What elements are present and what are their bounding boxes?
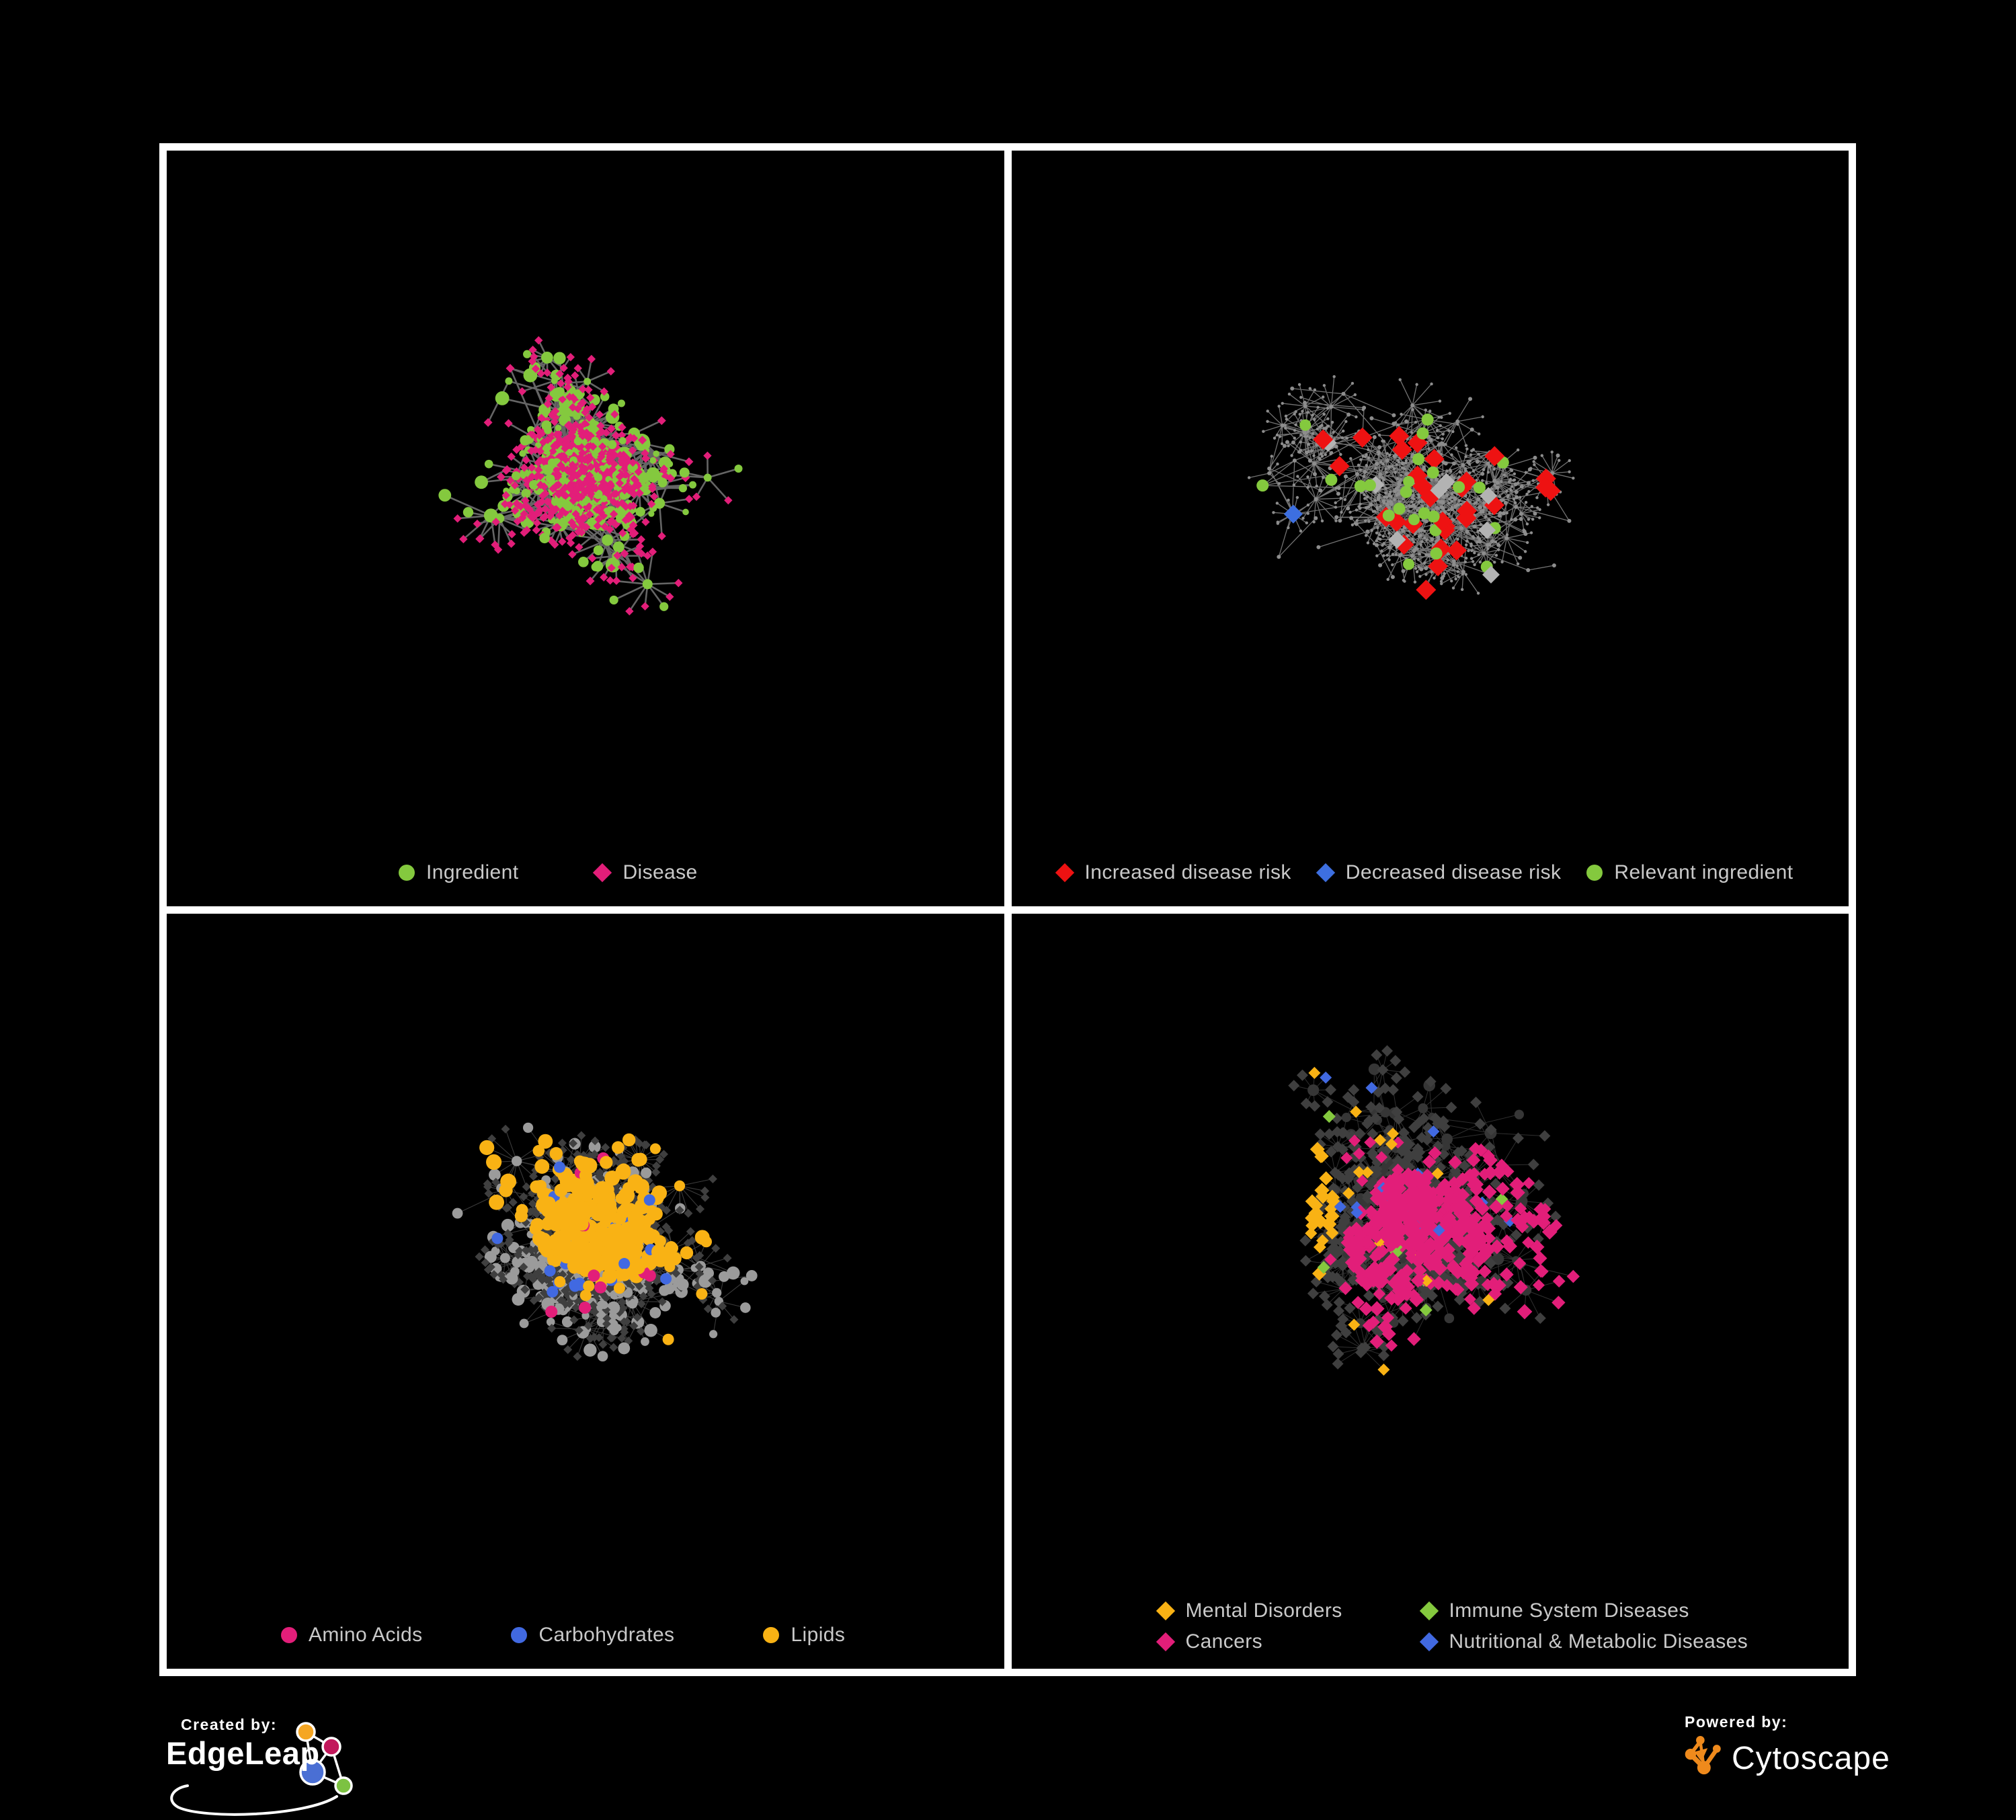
amino-acids-circle-icon <box>281 1627 297 1643</box>
edgeleap-brand-name: EdgeLeap <box>166 1735 320 1771</box>
legend-item-lipids: Lipids <box>763 1623 845 1647</box>
nutritional-metabolic-diseases-diamond-icon <box>1419 1632 1439 1652</box>
network-ingredients-diseases <box>438 336 743 616</box>
legend-item-cancers: Cancers <box>1156 1630 1420 1654</box>
legend-item-relevant-ingredient: Relevant ingredient <box>1586 861 1793 885</box>
panel-disease-classes: Mental Disorders Immune System Diseases … <box>1011 913 1849 1669</box>
panel-ingredients-diseases: Ingredient Disease <box>167 151 1004 906</box>
network-ingredient-classes <box>452 1122 758 1361</box>
legend-ingredient-classes: Amino Acids Carbohydrates Lipids <box>167 1623 1004 1647</box>
legend-ingredients-diseases: Ingredient Disease <box>167 861 1004 885</box>
legend-label-decreased-risk: Decreased disease risk <box>1345 861 1562 883</box>
legend-item-carbohydrates: Carbohydrates <box>511 1623 674 1647</box>
cytoscape-logo-icon <box>1685 1736 1721 1775</box>
legend-item-ingredient: Ingredient <box>399 861 518 885</box>
lipids-circle-icon <box>763 1627 780 1643</box>
legend-label-amino-acids: Amino Acids <box>309 1624 423 1646</box>
increased-risk-diamond-icon <box>1055 863 1074 882</box>
edgeleap-logo-icon <box>170 1722 353 1816</box>
edgeleap-credit: Created by: EdgeLeap <box>163 1713 426 1820</box>
legend-item-mental-disorders: Mental Disorders <box>1156 1599 1420 1623</box>
panel-ingredient-classes: Amino Acids Carbohydrates Lipids <box>167 913 1004 1669</box>
legend-label-disease: Disease <box>622 861 698 883</box>
legend-item-amino-acids: Amino Acids <box>281 1623 422 1647</box>
decreased-risk-diamond-icon <box>1316 863 1335 882</box>
legend-label-mental-disorders: Mental Disorders <box>1185 1599 1342 1622</box>
immune-system-diseases-diamond-icon <box>1419 1601 1439 1621</box>
powered-by-label: Powered by: <box>1685 1713 1788 1731</box>
network-disease-classes <box>1287 1045 1580 1376</box>
ingredient-circle-icon <box>399 864 415 881</box>
legend-disease-classes: Mental Disorders Immune System Diseases … <box>1156 1599 1748 1654</box>
legend-label-increased-risk: Increased disease risk <box>1084 861 1291 883</box>
legend-label-cancers: Cancers <box>1185 1630 1263 1653</box>
legend-label-lipids: Lipids <box>791 1624 846 1646</box>
created-by-label: Created by: <box>181 1716 278 1733</box>
legend-item-decreased-risk: Decreased disease risk <box>1316 861 1562 885</box>
legend-label-nutritional-metabolic-diseases: Nutritional & Metabolic Diseases <box>1449 1630 1748 1653</box>
cancers-diamond-icon <box>1156 1632 1175 1652</box>
carbohydrates-circle-icon <box>511 1627 528 1643</box>
cytoscape-credit: Powered by: Cytoscape <box>1683 1712 1972 1813</box>
legend-item-disease: Disease <box>593 861 698 885</box>
legend-item-nutritional-metabolic-diseases: Nutritional & Metabolic Diseases <box>1419 1630 1748 1654</box>
network-disease-risk <box>1247 374 1575 600</box>
legend-disease-risk: Increased disease risk Decreased disease… <box>1012 861 1849 885</box>
legend-label-relevant-ingredient: Relevant ingredient <box>1614 861 1793 883</box>
legend-label-carbohydrates: Carbohydrates <box>538 1624 675 1646</box>
legend-label-ingredient: Ingredient <box>426 861 519 883</box>
cytoscape-brand-name: Cytoscape <box>1732 1741 1890 1776</box>
disease-diamond-icon <box>593 863 612 882</box>
legend-item-increased-risk: Increased disease risk <box>1055 861 1291 885</box>
panel-disease-risk: Increased disease risk Decreased disease… <box>1011 151 1849 906</box>
relevant-ingredient-circle-icon <box>1586 864 1603 881</box>
legend-label-immune-system-diseases: Immune System Diseases <box>1449 1599 1689 1622</box>
legend-item-immune-system-diseases: Immune System Diseases <box>1419 1599 1748 1623</box>
figure-grid: Ingredient Disease Increased disease ris… <box>159 143 1856 1676</box>
mental-disorders-diamond-icon <box>1156 1601 1175 1621</box>
